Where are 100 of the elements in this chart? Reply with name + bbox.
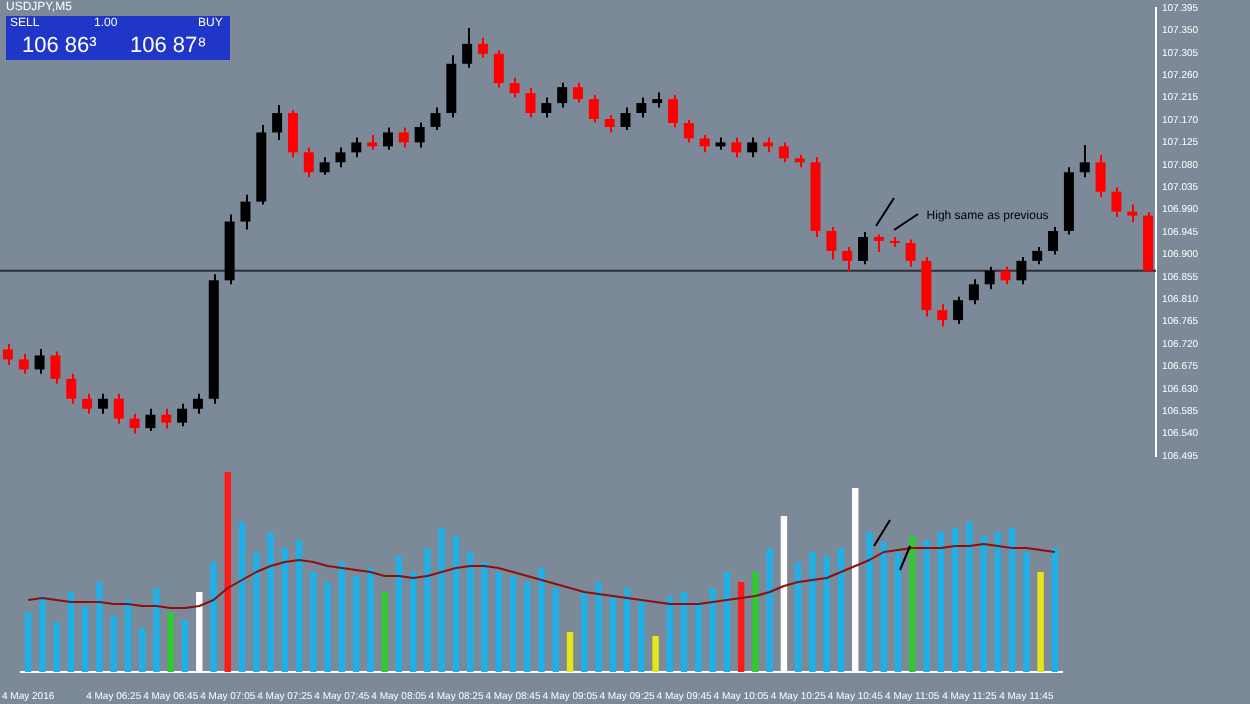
candlestick (683, 119, 694, 144)
bar (24, 612, 32, 672)
candlestick (18, 352, 29, 375)
bar (153, 588, 160, 672)
bar (752, 572, 759, 672)
bar (951, 528, 959, 672)
bar (680, 592, 688, 672)
candlestick (588, 94, 599, 124)
candlestick (192, 392, 203, 415)
candlestick (493, 49, 504, 89)
bar (139, 628, 146, 672)
candlestick (1111, 186, 1122, 219)
bar (324, 582, 331, 672)
candlestick (272, 104, 283, 141)
bar (452, 536, 460, 672)
candlestick (382, 126, 393, 151)
bar (167, 612, 174, 672)
candlestick (968, 278, 979, 306)
bar (866, 532, 873, 672)
bar (595, 582, 602, 672)
candlestick (430, 106, 441, 131)
bar (966, 522, 973, 672)
bar (1037, 572, 1044, 672)
candlestick (34, 347, 45, 375)
bar (81, 606, 89, 672)
bar (1008, 528, 1016, 672)
bar (124, 600, 132, 672)
candlestick (557, 81, 568, 109)
bar (652, 636, 659, 672)
candlestick (287, 109, 298, 159)
bar (381, 592, 388, 672)
candlestick (636, 96, 647, 119)
bar (638, 602, 645, 672)
bar (909, 536, 916, 672)
candlestick (668, 94, 678, 129)
bar (524, 582, 531, 672)
bar (53, 622, 60, 672)
bar (894, 552, 902, 672)
candlestick (462, 26, 473, 69)
candlestick (509, 76, 520, 99)
candlestick (478, 36, 488, 59)
bar (823, 556, 830, 672)
candlestick (905, 238, 916, 268)
bar (481, 562, 488, 672)
candlestick (953, 295, 964, 326)
candlestick (1016, 255, 1027, 286)
bar (737, 582, 745, 672)
candlestick (177, 402, 188, 428)
candlestick (937, 303, 948, 328)
bar (438, 528, 445, 672)
candlestick (97, 392, 108, 415)
candlestick (351, 136, 362, 159)
bar (880, 542, 887, 672)
bar (766, 548, 773, 672)
bar (367, 568, 374, 672)
annotation: 106 86³ (22, 34, 97, 58)
bar (723, 572, 731, 672)
candlestick (414, 121, 425, 149)
candlestick (541, 96, 552, 119)
candlestick (335, 146, 346, 169)
bar (923, 540, 930, 672)
bar (666, 596, 674, 672)
bar (994, 532, 1002, 672)
bar (695, 602, 702, 672)
candlestick (398, 126, 409, 149)
bar (794, 562, 802, 672)
bar (623, 588, 631, 672)
candlestick (113, 392, 124, 425)
bar (281, 548, 289, 672)
bar (809, 552, 816, 672)
bar (352, 576, 360, 672)
bar (424, 548, 431, 672)
candlestick (1079, 143, 1090, 179)
bar (67, 592, 75, 672)
bar (409, 572, 417, 672)
bar (295, 540, 303, 672)
bar (837, 548, 845, 672)
candlestick (842, 245, 853, 273)
candlestick (50, 350, 61, 385)
candlestick (1095, 153, 1106, 199)
bar (937, 532, 944, 672)
bar (566, 632, 574, 672)
bar (238, 522, 246, 672)
bar (39, 596, 46, 672)
bar (338, 562, 346, 672)
candlestick (161, 407, 172, 430)
bar (581, 592, 588, 672)
candlestick (984, 265, 995, 291)
bar (552, 588, 559, 672)
bar (181, 620, 189, 672)
bar (395, 556, 403, 672)
candlestick (826, 226, 837, 261)
bar (466, 552, 474, 672)
bar (538, 568, 545, 672)
candlestick (303, 146, 314, 179)
bar (224, 472, 231, 672)
candlestick (66, 372, 77, 405)
candlestick (82, 392, 93, 415)
bar (110, 616, 117, 672)
bar (96, 582, 103, 672)
